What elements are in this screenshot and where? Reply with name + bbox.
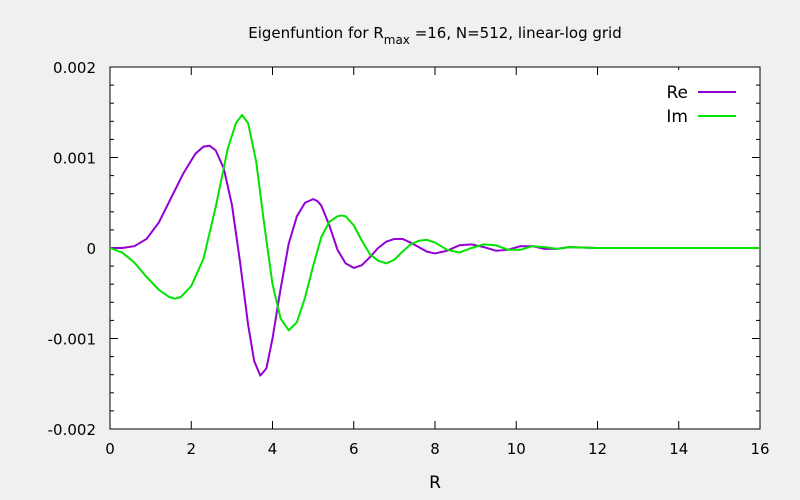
chart-title-prefix: Eigenfuntion for R	[248, 24, 384, 42]
legend-box	[640, 70, 746, 138]
axis-ticks: 0 2 4 6 8 10 12 14 16 -0.002 -0.001 0 0.001 0.002	[48, 59, 770, 458]
x-tick-label: 12	[588, 440, 607, 458]
y-tick-label: 0.001	[53, 150, 96, 168]
y-tick-label: -0.001	[48, 331, 96, 349]
series-layer	[109, 113, 760, 377]
y-tick-label: 0.002	[53, 59, 96, 77]
legend-label-im: Im	[666, 107, 688, 127]
x-tick-label: 2	[186, 440, 196, 458]
x-tick-label: 14	[669, 440, 688, 458]
x-axis-label: R	[429, 473, 441, 493]
x-tick-label: 10	[507, 440, 526, 458]
y-tick-label: -0.002	[48, 421, 96, 439]
series-line-re	[110, 144, 760, 377]
x-tick-label: 0	[105, 440, 115, 458]
x-tick-label: 16	[750, 440, 769, 458]
chart-title: Eigenfuntion for Rmax =16, N=512, linear…	[248, 24, 621, 47]
legend-label-re: Re	[666, 83, 688, 103]
x-tick-label: 8	[430, 440, 440, 458]
legend: Re Im	[666, 83, 736, 127]
series-line-im	[109, 113, 760, 332]
x-tick-label: 6	[349, 440, 359, 458]
chart-title-suffix: =16, N=512, linear-log grid	[410, 24, 622, 42]
chart-title-subscript: max	[384, 33, 410, 47]
x-tick-label: 4	[268, 440, 278, 458]
y-tick-label: 0	[86, 240, 96, 258]
